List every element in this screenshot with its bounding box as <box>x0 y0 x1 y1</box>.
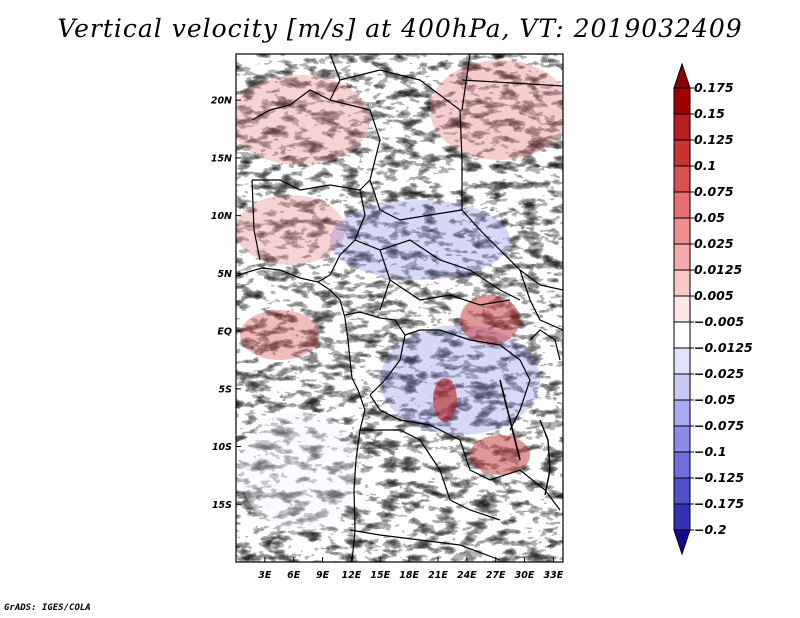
lon-tick-label: 6E <box>287 570 301 581</box>
colorbar-swatch <box>673 321 691 349</box>
colorbar-label: 0.175 <box>694 80 734 95</box>
map-frame <box>235 53 564 563</box>
colorbar-swatch <box>673 217 691 245</box>
colorbar-label: −0.005 <box>694 314 744 329</box>
colorbar-label: −0.075 <box>694 418 744 433</box>
colorbar-swatch <box>673 191 691 219</box>
colorbar-swatch <box>673 503 691 531</box>
lon-tick-label: 12E <box>342 570 362 581</box>
velocity-field <box>236 54 563 562</box>
colorbar-label: 0.125 <box>694 132 734 147</box>
colorbar-swatch <box>673 373 691 401</box>
grads-credit: GrADS: IGES/COLA <box>4 603 91 613</box>
colorbar-swatch <box>673 451 691 479</box>
colorbar-swatch <box>673 399 691 427</box>
colorbar-label: 0.15 <box>694 106 725 121</box>
colorbar-under-triangle <box>673 529 691 556</box>
colorbar-swatch <box>673 295 691 323</box>
country-borders <box>236 54 563 562</box>
lat-tick-label: EQ <box>217 327 232 338</box>
lat-tick-label: 5N <box>217 269 232 280</box>
lon-tick-label: 9E <box>316 570 330 581</box>
colorbar-label: 0.05 <box>694 210 725 225</box>
lat-tick-label: 10S <box>212 442 232 453</box>
colorbar-label: 0.005 <box>694 288 734 303</box>
colorbar-label: −0.025 <box>694 366 744 381</box>
colorbar-swatch <box>673 477 691 505</box>
colorbar-swatch <box>673 113 691 141</box>
colorbar-label: −0.1 <box>694 444 727 459</box>
lon-tick-label: 15E <box>370 570 390 581</box>
lat-tick-label: 10N <box>211 211 232 222</box>
lon-tick-label: 33E <box>544 570 564 581</box>
colorbar-swatch <box>673 269 691 297</box>
colorbar-swatch <box>673 425 691 453</box>
colorbar-swatch <box>673 139 691 167</box>
colorbar-label: −0.05 <box>694 392 736 407</box>
axis-ticks: 3E 6E 9E 12E 15E 18E 21E 24E 27E 30E 33E 20N 15N 10N 5… <box>211 96 564 581</box>
plot-title: Vertical velocity [m/s] at 400hPa, VT: 2… <box>57 14 743 43</box>
colorbar-label: 0.025 <box>694 236 734 251</box>
lon-tick-label: 30E <box>515 570 535 581</box>
lat-tick-label: 5S <box>219 384 233 395</box>
lon-tick-label: 3E <box>258 570 272 581</box>
colorbar: 0.175 0.15 0.125 0.1 0.075 0.05 0.025 0.0125 0.0… <box>673 62 753 556</box>
lat-tick-label: 15N <box>211 153 232 164</box>
lat-tick-label: 15S <box>212 500 232 511</box>
colorbar-label: −0.125 <box>694 470 744 485</box>
lon-tick-label: 21E <box>428 570 448 581</box>
colorbar-over-triangle <box>673 62 691 89</box>
colorbar-swatch <box>673 347 691 375</box>
lon-tick-label: 24E <box>457 570 477 581</box>
colorbar-label: 0.1 <box>694 158 716 173</box>
colorbar-swatch <box>673 243 691 271</box>
colorbar-label: −0.175 <box>694 496 744 511</box>
colorbar-swatch <box>673 165 691 193</box>
lat-tick-label: 20N <box>211 96 232 107</box>
colorbar-swatch <box>673 87 691 115</box>
colorbar-label: −0.0125 <box>694 340 753 355</box>
colorbar-label: 0.075 <box>694 184 734 199</box>
colorbar-label: 0.0125 <box>694 262 743 277</box>
lon-tick-label: 18E <box>399 570 419 581</box>
colorbar-label: −0.2 <box>694 522 727 537</box>
lon-tick-label: 27E <box>486 570 506 581</box>
